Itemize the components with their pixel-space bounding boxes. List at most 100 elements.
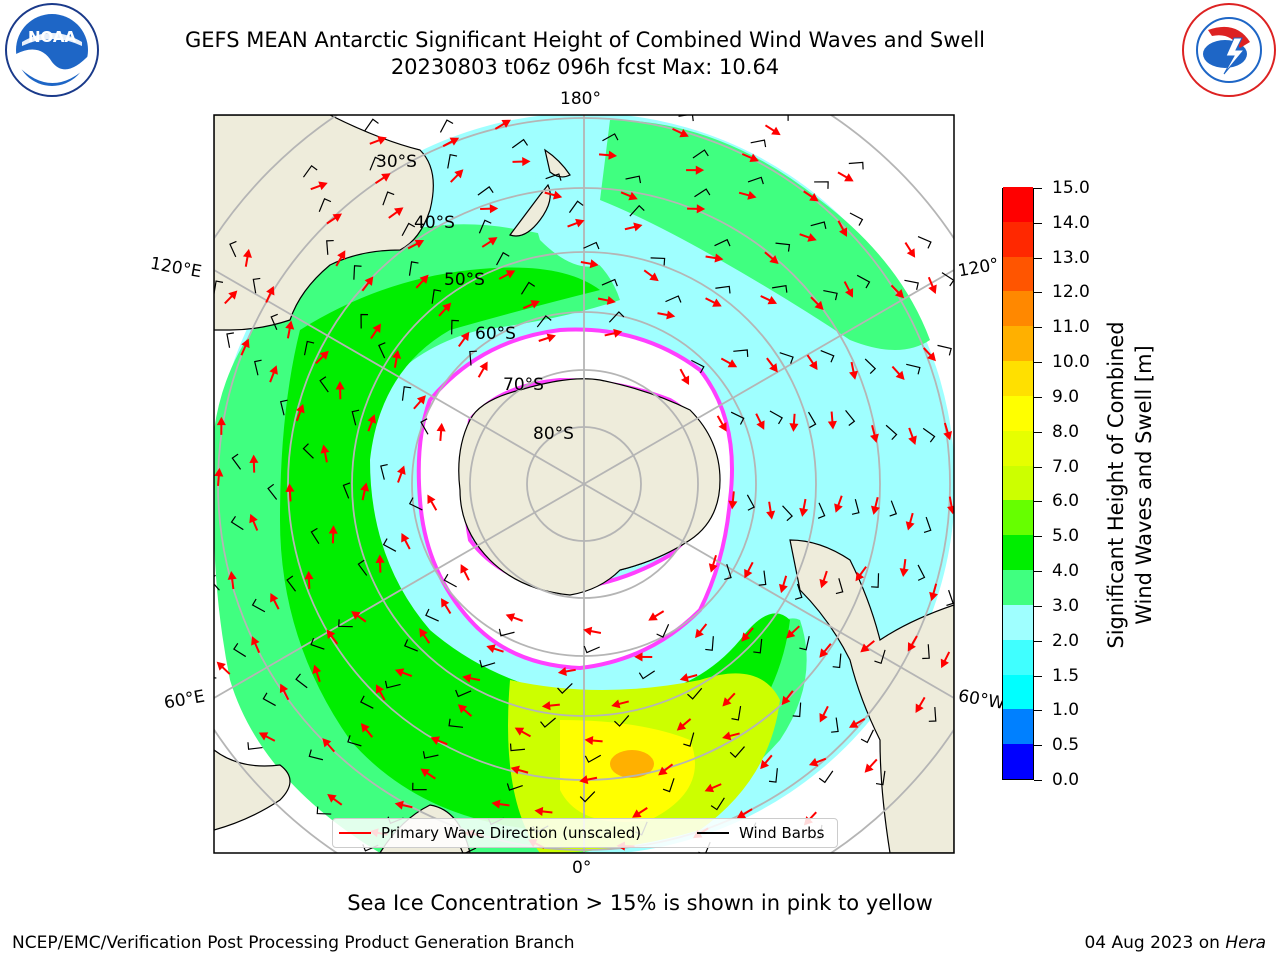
wind-barb: [710, 797, 725, 811]
wind-barb: [753, 638, 763, 654]
wind-barb: [568, 200, 584, 214]
colorbar-band: [1003, 708, 1033, 745]
wave-arrow-head: [454, 169, 464, 179]
wave-arrow-head: [606, 295, 616, 305]
wind-barb: [817, 502, 826, 519]
colorbar-band: [1003, 430, 1033, 466]
wind-barb: [583, 645, 600, 654]
wave-arrow-head: [228, 290, 238, 300]
wind-barb: [618, 860, 633, 867]
wind-barb: [270, 313, 278, 330]
colorbar-title: Significant Height of Combined Wind Wave…: [1102, 285, 1158, 685]
colorbar-band: [1003, 325, 1033, 362]
wave-arrow-head: [269, 365, 278, 375]
wave-arrow-head: [943, 431, 953, 441]
wave-arrow-head: [241, 338, 250, 349]
wind-barb: [959, 423, 970, 437]
wave-arrow-head: [491, 799, 501, 809]
wave-arrow-head: [722, 697, 732, 707]
wave-arrow-head: [809, 192, 819, 202]
wind-barb: [420, 418, 429, 435]
wave-arrow-head: [679, 128, 689, 138]
wind-barb: [302, 443, 314, 459]
wind-barb: [520, 281, 536, 295]
wind-barb-swatch: [697, 832, 729, 834]
wave-arrow-head: [337, 250, 346, 260]
wave-arrow-head: [727, 359, 738, 368]
wind-barb: [496, 251, 510, 266]
wave-arrow-head: [530, 300, 540, 309]
wind-barb: [403, 639, 418, 652]
wind-barb: [946, 589, 954, 607]
colorbar-tick-label: 10.0: [1052, 352, 1090, 373]
wave-arrow-head: [809, 360, 818, 371]
wave-arrow-head: [216, 416, 226, 426]
colorbar-tick-label: 0.5: [1052, 735, 1080, 756]
wind-barb: [318, 198, 332, 213]
wave-arrow-head: [486, 644, 496, 654]
wind-barb: [316, 806, 332, 815]
wind-barb: [579, 791, 596, 803]
colorbar-tick: [1034, 571, 1042, 573]
footer-date: 04 Aug 2023 on Hera: [1084, 933, 1266, 953]
wind-barb: [917, 235, 932, 249]
colorbar-band: [1003, 221, 1033, 257]
wave-arrow-head: [744, 568, 753, 579]
wind-barb: [364, 118, 379, 132]
wind-barb: [443, 573, 457, 588]
wave-arrow-head: [786, 629, 796, 639]
wind-barb: [498, 628, 515, 637]
colorbar-tick: [1034, 501, 1042, 503]
wave-arrow-head: [769, 255, 779, 264]
wave-arrow-head: [295, 403, 305, 414]
wave-arrow-head: [401, 533, 410, 543]
wind-barb: [408, 261, 419, 276]
wind-barb: [319, 376, 329, 393]
wind-barb: [511, 138, 529, 149]
wave-arrow-head: [679, 673, 689, 682]
wind-barb: [889, 500, 898, 517]
wave-arrow-head: [848, 719, 859, 728]
wind-barb: [506, 783, 523, 791]
wind-barb: [906, 363, 921, 375]
wave-arrow-head: [632, 809, 642, 818]
wave-arrow-head: [327, 794, 337, 803]
wave-arrow-head: [510, 765, 520, 775]
wave-arrow-head: [552, 190, 563, 200]
wind-barb: [545, 173, 562, 181]
wind-barb: [369, 156, 382, 171]
wave-arrow-head: [505, 270, 516, 279]
wave-arrow-head: [242, 248, 252, 258]
wave-arrow-head: [360, 723, 370, 733]
lon-label-0: 0°: [572, 858, 592, 878]
wave-arrow-head: [649, 272, 659, 282]
wave-arrow-head: [895, 370, 905, 380]
wind-barb: [469, 350, 477, 366]
wave-arrow-head: [479, 361, 488, 372]
wave-arrow-head: [628, 191, 638, 201]
wave-arrow-head: [781, 695, 791, 706]
wind-barb: [750, 139, 767, 148]
wave-arrow-head: [633, 222, 643, 232]
wave-arrow-head: [712, 298, 722, 307]
wave-arrow-head: [799, 507, 809, 517]
wave-arrow-head: [915, 703, 924, 714]
wave-arrow-head: [489, 204, 499, 214]
colorbar-band: [1003, 639, 1033, 675]
colorbar-tick-label: 2.0: [1052, 630, 1080, 651]
wave-arrow-head: [442, 302, 452, 312]
wind-barb: [380, 463, 388, 480]
wind-barb: [295, 673, 308, 689]
wind-barb: [729, 746, 745, 758]
wave-arrow-head: [845, 288, 854, 298]
wave-arrow-head: [312, 664, 322, 674]
wind-barb: [730, 411, 745, 425]
wave-arrow-head: [227, 571, 237, 580]
wind-barb: [772, 284, 788, 293]
wave-arrow-head: [375, 684, 384, 694]
wave-arrow-head: [741, 632, 751, 642]
legend-wind-barbs: Wind Barbs: [697, 824, 824, 842]
noaa-logo: NOAA: [5, 3, 99, 97]
wind-barb: [509, 743, 526, 752]
